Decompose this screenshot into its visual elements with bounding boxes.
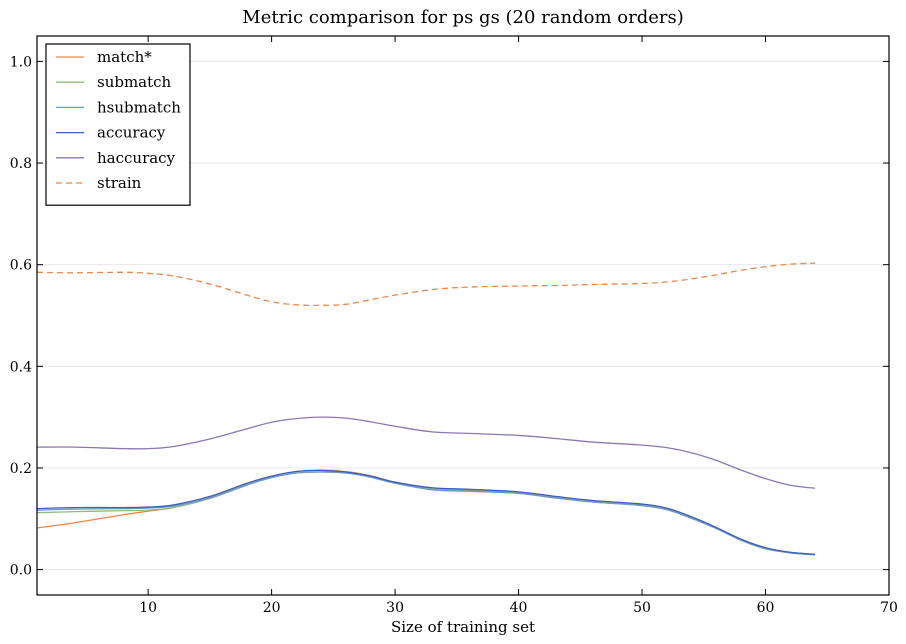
y-tick-label: 0.8 bbox=[10, 156, 32, 172]
x-tick-label: 10 bbox=[139, 600, 157, 616]
series-line-strain bbox=[36, 262, 815, 307]
legend-label: strain bbox=[97, 174, 142, 192]
x-tick-label: 70 bbox=[880, 600, 898, 616]
axis-ticks: 10 20 30 40 50 60 70 0.0 0.2 0.4 0.6 0.8 1.0 bbox=[10, 36, 898, 616]
plot-frame bbox=[36, 35, 890, 596]
x-tick-label: 20 bbox=[263, 600, 281, 616]
legend-label: match* bbox=[97, 48, 152, 66]
y-tick-label: 0.6 bbox=[10, 258, 32, 274]
x-tick-label: 50 bbox=[633, 600, 651, 616]
legend-box bbox=[45, 43, 191, 206]
x-axis-label: Size of training set bbox=[391, 618, 535, 636]
series-line-match bbox=[36, 469, 815, 555]
legend: match* submatch hsubmatch accuracy haccuracy… bbox=[45, 43, 191, 206]
legend-label: submatch bbox=[97, 73, 172, 91]
y-tick-label: 0.2 bbox=[10, 461, 32, 477]
legend-label: accuracy bbox=[97, 124, 166, 142]
y-tick-label: 0.0 bbox=[10, 563, 32, 579]
chart-title: Metric comparison for ps gs (20 random o… bbox=[242, 7, 683, 28]
y-tick-label: 0.4 bbox=[10, 359, 32, 375]
series-line-submatch bbox=[36, 471, 815, 556]
x-tick-label: 30 bbox=[386, 600, 404, 616]
series-group bbox=[36, 262, 815, 556]
y-tick-label: 1.0 bbox=[10, 54, 32, 70]
legend-label: hsubmatch bbox=[97, 98, 181, 116]
x-tick-label: 60 bbox=[757, 600, 775, 616]
x-tick-label: 40 bbox=[510, 600, 528, 616]
series-line-hsubmatch bbox=[36, 471, 815, 556]
series-line-accuracy bbox=[36, 469, 815, 555]
legend-label: haccuracy bbox=[97, 149, 176, 167]
series-line-haccuracy bbox=[36, 416, 815, 489]
